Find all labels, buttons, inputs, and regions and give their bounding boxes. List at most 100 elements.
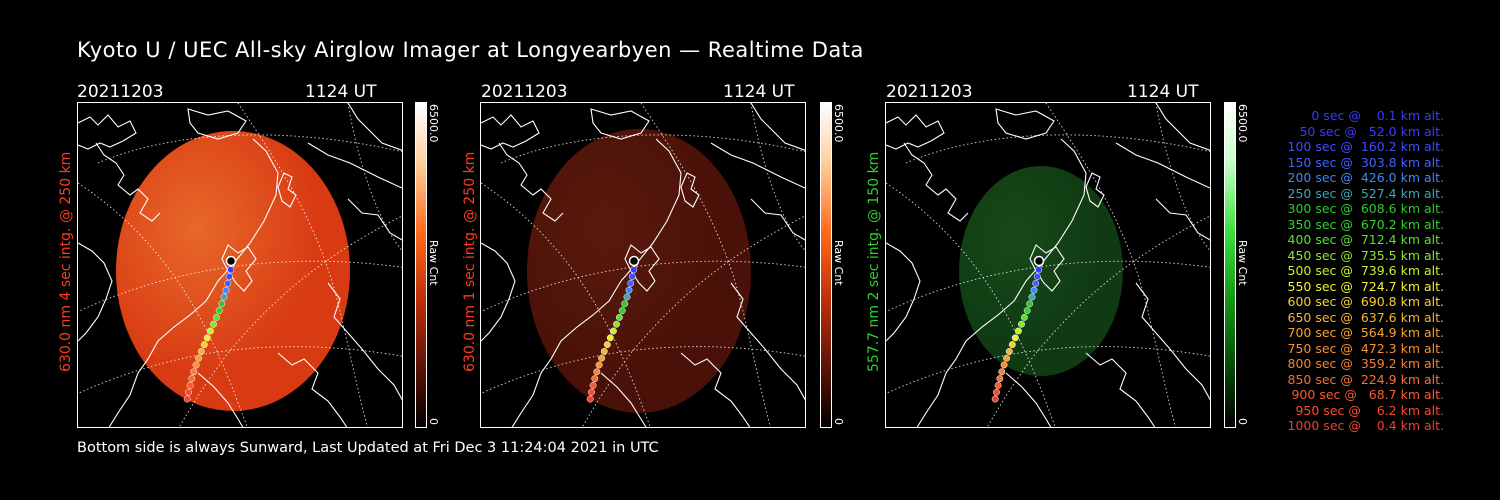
trajectory-point (183, 395, 191, 403)
legend-row: 700 sec @ 564.9 km alt. (1287, 325, 1444, 340)
trajectory-point (224, 279, 232, 287)
legend-row: 800 sec @ 359.2 km alt. (1287, 356, 1444, 371)
page-title: Kyoto U / UEC All-sky Airglow Imager at … (77, 38, 864, 62)
trajectory-point (1005, 347, 1013, 355)
lat-lon-grid (78, 103, 402, 427)
legend-row: 350 sec @ 670.2 km alt. (1287, 216, 1444, 232)
trajectory-point (600, 347, 608, 355)
legend-row: 600 sec @ 690.8 km alt. (1287, 294, 1444, 309)
trajectory-point (630, 266, 638, 274)
trajectory-point (1035, 266, 1043, 274)
trajectory-point (1011, 334, 1019, 342)
trajectory-point (218, 300, 226, 308)
trajectory-point (1020, 313, 1028, 321)
legend-row: 850 sec @ 224.9 km alt. (1287, 371, 1444, 387)
trajectory-point (603, 341, 611, 349)
trajectory-point (1033, 273, 1041, 281)
panel-1-wavelength-label: 630.0 nm 4 sec intg. @ 250 km (58, 151, 74, 372)
trajectory-point (1014, 327, 1022, 335)
trajectory-point (1003, 354, 1011, 362)
coastlines (886, 103, 1210, 427)
panel-3-wavelength-label: 557.7 nm 2 sec intg. @ 150 km (866, 151, 882, 372)
trajectory-point (598, 354, 606, 362)
panel-1-colorbar-min: 0 (427, 418, 440, 425)
legend-row: 50 sec @ 52.0 km alt. (1299, 123, 1444, 139)
panel-1-time: 1124 UT (305, 82, 377, 102)
trajectory-point (220, 293, 228, 301)
trajectory-point (210, 320, 217, 328)
legend-row: 750 sec @ 472.3 km alt. (1287, 340, 1444, 356)
trajectory-point (586, 395, 594, 403)
trajectory-legend: 0 sec @ 0.1 km alt. 50 sec @ 52.0 km alt.… (1248, 108, 1444, 434)
trajectory-point (613, 320, 620, 328)
trajectory-point (615, 313, 623, 321)
trajectory-point (606, 334, 614, 342)
trajectory-point (993, 388, 1000, 396)
trajectory-point (225, 273, 233, 281)
legend-row: 650 sec @ 637.6 km alt. (1287, 309, 1444, 325)
trajectory-point (1000, 361, 1008, 369)
trajectory-point (623, 293, 631, 301)
trajectory-point (1030, 286, 1038, 294)
trajectory-point (212, 313, 220, 321)
rocket-trajectory (586, 255, 640, 403)
legend-row: 900 sec @ 68.7 km alt. (1291, 387, 1444, 402)
trajectory-point (190, 368, 198, 376)
panel-2-time: 1124 UT (723, 82, 795, 102)
launch-site-marker (1033, 255, 1045, 267)
panel-1-date: 20211203 (77, 82, 164, 102)
legend-row: 0 sec @ 0.1 km alt. (1311, 108, 1444, 123)
trajectory-point (618, 307, 626, 315)
launch-site-marker (628, 255, 640, 267)
trajectory-point (1018, 320, 1025, 328)
trajectory-point (625, 286, 633, 294)
panel-2-colorbar-max: 6500.0 (832, 104, 845, 143)
trajectory-point (609, 327, 617, 335)
trajectory-point (188, 375, 196, 383)
trajectory-point (1023, 307, 1031, 315)
trajectory-point (1008, 341, 1016, 349)
trajectory-point (186, 381, 194, 389)
legend-row: 300 sec @ 608.6 km alt. (1287, 201, 1444, 216)
legend-row: 1000 sec @ 0.4 km alt. (1287, 418, 1444, 433)
panel-3-allsky-map (885, 102, 1211, 428)
trajectory-point (200, 341, 208, 349)
trajectory-point (621, 300, 629, 308)
panel-3-colorbar (1224, 102, 1236, 428)
legend-row: 100 sec @ 160.2 km alt. (1287, 139, 1444, 154)
coastlines (78, 103, 402, 427)
trajectory-point (215, 307, 223, 315)
panel-1-colorbar (415, 102, 427, 428)
legend-row: 250 sec @ 527.4 km alt. (1287, 185, 1444, 201)
trajectory-point (628, 273, 636, 281)
trajectory-point (593, 368, 601, 376)
legend-row: 500 sec @ 739.6 km alt. (1287, 263, 1444, 278)
panel-2-colorbar (820, 102, 832, 428)
trajectory-point (222, 286, 230, 294)
panel-2-wavelength-label: 630.0 nm 1 sec intg. @ 250 km (462, 151, 478, 372)
launch-site-marker (225, 255, 237, 267)
legend-row: 950 sec @ 6.2 km alt. (1295, 402, 1444, 418)
panel-2-colorbar-unit: Raw Cnt (832, 240, 845, 286)
panel-2-allsky-map (480, 102, 806, 428)
panel-2-date: 20211203 (481, 82, 568, 102)
legend-row: 550 sec @ 724.7 km alt. (1287, 278, 1444, 294)
panel-1-colorbar-unit: Raw Cnt (427, 240, 440, 286)
trajectory-point (195, 354, 203, 362)
airglow-image (527, 129, 751, 413)
trajectory-point (588, 388, 595, 396)
trajectory-point (206, 327, 214, 335)
panel-2-colorbar-min: 0 (832, 418, 845, 425)
panel-1-colorbar-max: 6500.0 (427, 104, 440, 143)
trajectory-point (1028, 293, 1036, 301)
rocket-trajectory (183, 255, 237, 403)
footer-note: Bottom side is always Sunward, Last Upda… (77, 440, 659, 456)
trajectory-point (991, 395, 999, 403)
trajectory-point (203, 334, 211, 342)
trajectory-point (996, 375, 1004, 383)
legend-row: 400 sec @ 712.4 km alt. (1287, 232, 1444, 247)
trajectory-point (192, 361, 200, 369)
rocket-trajectory (991, 255, 1045, 403)
trajectory-point (627, 279, 635, 287)
trajectory-point (994, 381, 1002, 389)
